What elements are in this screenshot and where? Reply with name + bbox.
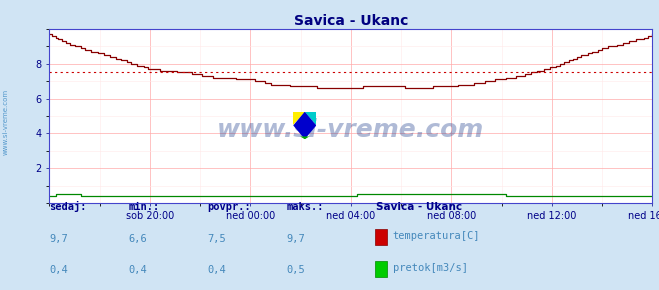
Text: pretok[m3/s]: pretok[m3/s] bbox=[393, 263, 468, 273]
Text: 9,7: 9,7 bbox=[49, 234, 68, 244]
Text: 7,5: 7,5 bbox=[208, 234, 226, 244]
Text: maks.:: maks.: bbox=[287, 202, 324, 212]
Text: www.si-vreme.com: www.si-vreme.com bbox=[217, 118, 484, 142]
Text: povpr.:: povpr.: bbox=[208, 202, 251, 212]
Text: www.si-vreme.com: www.si-vreme.com bbox=[2, 89, 9, 155]
Polygon shape bbox=[293, 112, 316, 139]
Polygon shape bbox=[304, 112, 316, 125]
Text: 0,4: 0,4 bbox=[49, 266, 68, 275]
Polygon shape bbox=[293, 112, 304, 125]
Text: min.:: min.: bbox=[129, 202, 159, 212]
Text: 9,7: 9,7 bbox=[287, 234, 305, 244]
Text: sedaj:: sedaj: bbox=[49, 201, 87, 212]
Text: temperatura[C]: temperatura[C] bbox=[393, 231, 480, 241]
Text: 0,4: 0,4 bbox=[129, 266, 147, 275]
Text: 6,6: 6,6 bbox=[129, 234, 147, 244]
Text: 0,4: 0,4 bbox=[208, 266, 226, 275]
Text: Savica - Ukanc: Savica - Ukanc bbox=[376, 202, 462, 212]
Title: Savica - Ukanc: Savica - Ukanc bbox=[294, 14, 408, 28]
Polygon shape bbox=[300, 137, 310, 139]
Text: 0,5: 0,5 bbox=[287, 266, 305, 275]
